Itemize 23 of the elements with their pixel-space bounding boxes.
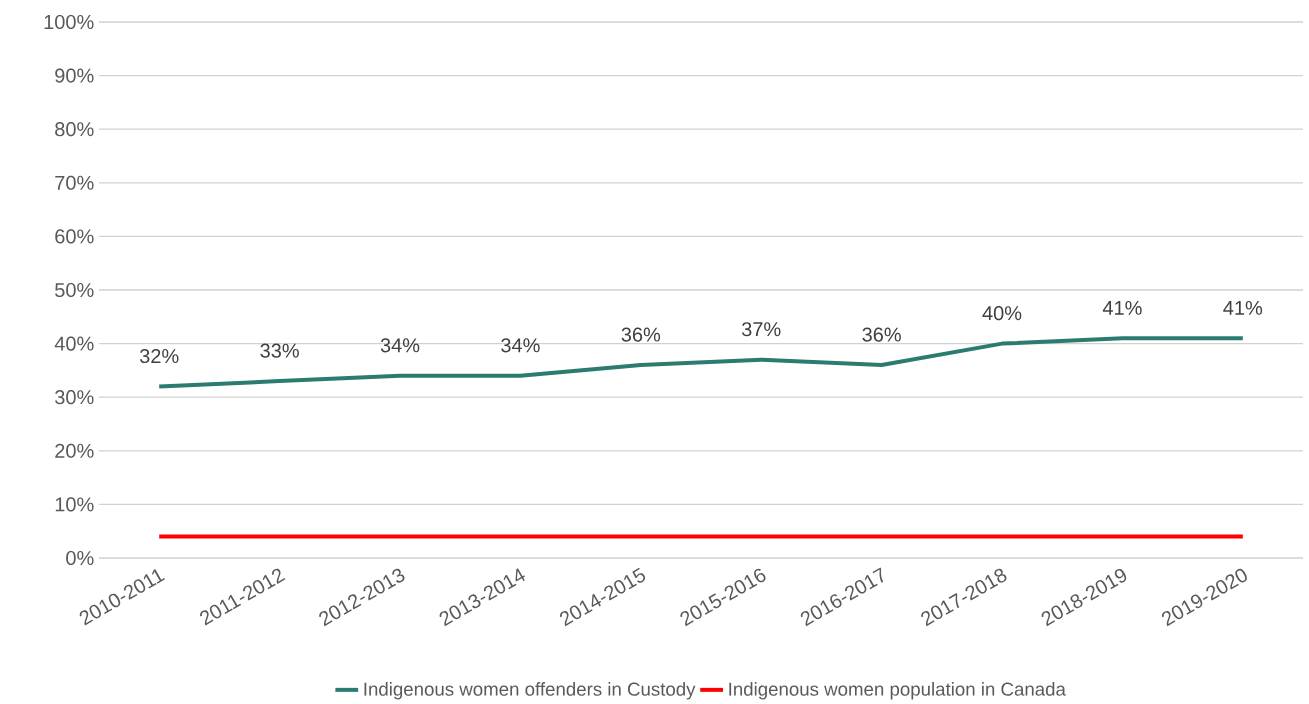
data-label: 34% <box>380 338 420 353</box>
data-label: 34% <box>501 338 540 353</box>
y-tick-label: 100% <box>44 14 94 30</box>
data-label: 41% <box>1102 300 1142 315</box>
legend-label: Indigenous women offenders in Custody <box>364 682 696 700</box>
data-label: 32% <box>139 348 179 364</box>
y-tick-label: 80% <box>55 122 94 137</box>
legend-label: Indigenous women population in Canada <box>729 682 1066 700</box>
y-tick-label: 50% <box>55 282 94 298</box>
y-tick-label: 40% <box>54 336 94 351</box>
y-tick-label: 60% <box>55 229 94 244</box>
y-tick-label: 10% <box>55 497 94 512</box>
y-tick-label: 90% <box>55 68 94 83</box>
y-tick-label: 0% <box>66 550 94 566</box>
data-label: 41% <box>1223 300 1263 315</box>
data-label: 36% <box>862 327 901 342</box>
data-label: 36% <box>621 327 661 342</box>
data-label: 40% <box>982 306 1022 321</box>
y-tick-label: 30% <box>55 390 94 405</box>
data-label: 37% <box>741 322 781 337</box>
y-tick-label: 70% <box>55 175 94 190</box>
data-label: 33% <box>260 343 299 358</box>
y-tick-label: 20% <box>55 443 94 458</box>
